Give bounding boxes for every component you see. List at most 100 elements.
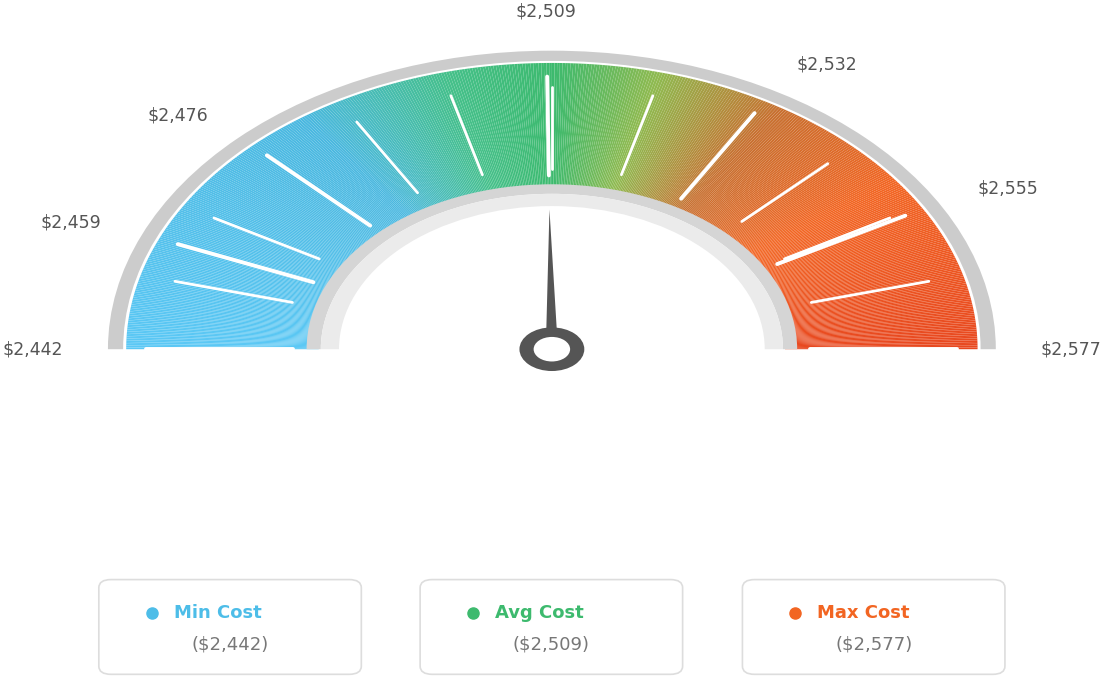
Wedge shape — [785, 337, 977, 344]
Wedge shape — [764, 230, 941, 285]
Text: $2,459: $2,459 — [41, 214, 102, 232]
Wedge shape — [755, 208, 924, 273]
Wedge shape — [697, 126, 819, 227]
Wedge shape — [428, 75, 486, 199]
Wedge shape — [535, 63, 544, 193]
Wedge shape — [385, 85, 461, 205]
Wedge shape — [640, 84, 716, 204]
Wedge shape — [782, 303, 973, 325]
Wedge shape — [240, 153, 382, 243]
Wedge shape — [155, 246, 335, 293]
Wedge shape — [689, 117, 804, 223]
Wedge shape — [665, 99, 760, 213]
Wedge shape — [136, 287, 325, 316]
Wedge shape — [785, 344, 977, 347]
Wedge shape — [755, 210, 925, 274]
Wedge shape — [666, 99, 762, 213]
Wedge shape — [126, 344, 319, 347]
Wedge shape — [781, 295, 970, 321]
Text: ($2,509): ($2,509) — [513, 636, 590, 654]
Wedge shape — [602, 70, 645, 196]
Wedge shape — [126, 338, 319, 344]
Wedge shape — [743, 186, 902, 260]
Wedge shape — [144, 266, 329, 304]
Wedge shape — [482, 66, 516, 195]
Wedge shape — [224, 166, 373, 249]
Wedge shape — [771, 250, 953, 296]
Wedge shape — [776, 269, 962, 306]
Wedge shape — [134, 295, 322, 321]
Wedge shape — [730, 164, 878, 248]
Wedge shape — [700, 128, 826, 229]
Wedge shape — [137, 285, 325, 315]
Wedge shape — [769, 247, 951, 294]
Wedge shape — [388, 84, 464, 204]
Wedge shape — [285, 126, 406, 227]
Wedge shape — [436, 73, 490, 199]
Wedge shape — [190, 197, 354, 267]
Text: $2,442: $2,442 — [3, 340, 63, 358]
Wedge shape — [363, 92, 450, 208]
Wedge shape — [758, 216, 930, 277]
Wedge shape — [185, 202, 352, 269]
Wedge shape — [562, 63, 573, 193]
Wedge shape — [421, 77, 481, 200]
Text: $2,476: $2,476 — [148, 106, 209, 125]
Wedge shape — [777, 278, 965, 311]
Wedge shape — [675, 106, 777, 217]
Wedge shape — [157, 241, 337, 290]
Wedge shape — [604, 70, 650, 197]
Wedge shape — [162, 233, 339, 286]
Wedge shape — [306, 115, 418, 221]
Wedge shape — [129, 313, 320, 331]
Wedge shape — [448, 71, 497, 197]
Wedge shape — [751, 200, 917, 268]
Wedge shape — [784, 324, 976, 337]
Wedge shape — [531, 63, 542, 193]
Wedge shape — [670, 103, 771, 215]
Wedge shape — [381, 86, 459, 206]
Wedge shape — [629, 79, 697, 201]
Wedge shape — [565, 63, 578, 193]
Wedge shape — [222, 167, 372, 250]
Wedge shape — [375, 88, 457, 206]
Wedge shape — [238, 155, 381, 244]
Wedge shape — [767, 239, 946, 290]
Wedge shape — [201, 186, 361, 260]
Wedge shape — [572, 64, 592, 193]
Wedge shape — [783, 308, 974, 328]
Wedge shape — [129, 315, 320, 331]
Wedge shape — [756, 211, 926, 275]
Wedge shape — [307, 184, 797, 349]
Wedge shape — [163, 230, 340, 285]
Wedge shape — [215, 172, 369, 253]
Wedge shape — [400, 81, 470, 203]
Wedge shape — [130, 306, 321, 326]
Wedge shape — [679, 110, 787, 219]
Wedge shape — [480, 67, 514, 195]
Wedge shape — [676, 106, 779, 217]
Wedge shape — [486, 66, 517, 195]
Wedge shape — [456, 70, 501, 197]
Wedge shape — [782, 301, 972, 324]
Wedge shape — [702, 130, 827, 230]
Wedge shape — [735, 172, 889, 253]
Wedge shape — [777, 276, 964, 310]
Wedge shape — [131, 303, 322, 325]
Wedge shape — [108, 50, 996, 349]
Wedge shape — [574, 64, 595, 193]
Wedge shape — [184, 204, 351, 270]
Wedge shape — [301, 117, 416, 222]
Wedge shape — [625, 77, 689, 201]
Wedge shape — [169, 222, 343, 281]
Wedge shape — [195, 191, 358, 264]
Wedge shape — [623, 77, 683, 200]
Wedge shape — [784, 322, 976, 335]
Wedge shape — [592, 67, 626, 195]
Wedge shape — [514, 64, 533, 193]
Wedge shape — [768, 242, 947, 291]
Wedge shape — [127, 326, 319, 337]
Wedge shape — [779, 288, 968, 317]
Wedge shape — [644, 86, 721, 206]
Wedge shape — [405, 80, 473, 202]
